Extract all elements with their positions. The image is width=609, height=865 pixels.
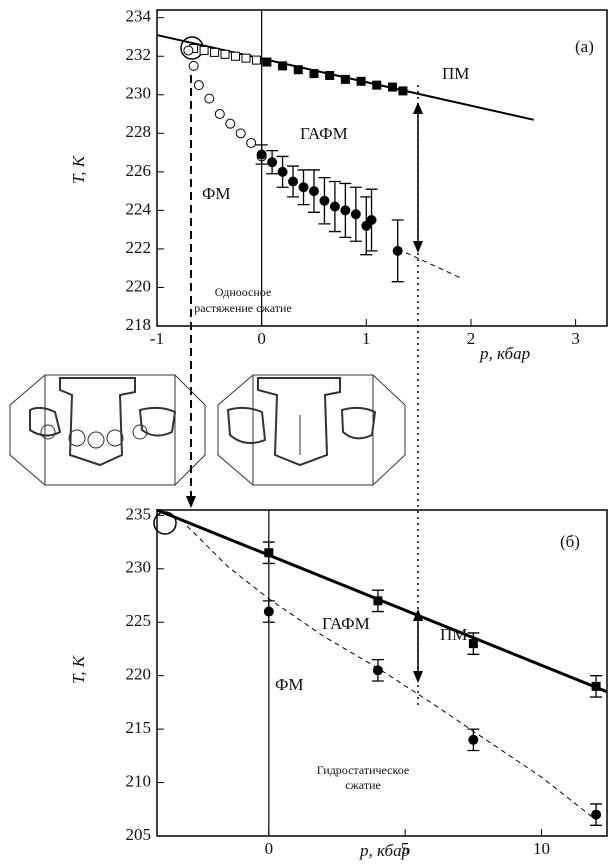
y-tick-label: 218	[126, 315, 152, 334]
point	[298, 182, 309, 193]
point	[293, 65, 303, 75]
annotation: ПМ	[440, 625, 467, 644]
y-tick-label: 230	[126, 84, 152, 103]
point	[225, 118, 236, 129]
x-tick-label: 1	[362, 329, 371, 348]
point	[262, 57, 272, 67]
plot-frame	[156, 9, 608, 327]
arrow-head	[186, 496, 196, 508]
point	[356, 76, 366, 86]
annotation: сжатие	[345, 778, 381, 792]
panel-label: (б)	[560, 532, 580, 551]
crystal-right	[217, 374, 406, 486]
x-tick-label: 2	[467, 329, 476, 348]
point	[214, 109, 225, 120]
point	[387, 82, 397, 92]
annotation: ФМ	[202, 184, 231, 203]
y-axis-label: T, К	[69, 154, 88, 184]
point	[251, 55, 261, 65]
point	[193, 80, 204, 91]
y-tick-label: 205	[126, 825, 152, 844]
point	[241, 53, 251, 63]
point	[210, 47, 220, 57]
point	[183, 45, 194, 56]
fit-line	[186, 525, 597, 821]
point	[373, 596, 383, 606]
x-tick-label: 3	[571, 329, 580, 348]
point	[398, 86, 408, 96]
y-tick-label: 235	[126, 504, 152, 523]
x-axis-label: p, кбар	[359, 841, 410, 860]
point	[277, 166, 288, 177]
annotation: ГАФМ	[322, 614, 370, 633]
y-axis-label: T, К	[69, 654, 88, 684]
y-tick-label: 222	[126, 238, 152, 257]
crystal-left	[9, 374, 206, 486]
point	[329, 201, 340, 212]
point	[372, 80, 382, 90]
point	[340, 74, 350, 84]
fit-line	[397, 248, 461, 279]
annotation: ГАФМ	[300, 124, 348, 143]
panel-label: (а)	[575, 37, 594, 56]
point	[372, 665, 383, 676]
point	[309, 69, 319, 79]
y-tick-label: 230	[126, 558, 152, 577]
point	[188, 60, 199, 71]
point	[468, 639, 478, 649]
point	[392, 245, 403, 256]
point	[350, 209, 361, 220]
point	[264, 548, 274, 558]
point	[235, 128, 246, 139]
plot-frame	[156, 509, 608, 837]
point	[246, 137, 257, 148]
point	[288, 176, 299, 187]
point	[308, 186, 319, 197]
annotation: ПМ	[442, 64, 469, 83]
x-tick-label: -1	[150, 329, 164, 348]
y-tick-label: 226	[126, 161, 152, 180]
x-tick-label: 0	[265, 839, 274, 858]
point	[325, 71, 335, 81]
point	[256, 149, 267, 160]
point	[319, 195, 330, 206]
x-tick-label: 0	[257, 329, 266, 348]
point	[468, 734, 479, 745]
point	[340, 205, 351, 216]
y-tick-label: 220	[126, 276, 152, 295]
annotation: ФМ	[275, 675, 304, 694]
point	[591, 809, 602, 820]
point	[230, 51, 240, 61]
y-tick-label: 234	[126, 7, 152, 26]
x-axis-label: p, кбар	[479, 344, 530, 363]
point	[267, 157, 278, 168]
y-tick-label: 225	[126, 611, 152, 630]
y-tick-label: 215	[126, 718, 152, 737]
annotation: растяжение сжатие	[194, 301, 292, 315]
point	[278, 61, 288, 71]
point	[263, 606, 274, 617]
point	[220, 49, 230, 59]
point	[591, 681, 601, 691]
y-tick-label: 228	[126, 122, 152, 141]
x-tick-label: 5	[401, 839, 410, 858]
y-tick-label: 232	[126, 45, 152, 64]
y-tick-label: 210	[126, 771, 152, 790]
y-tick-label: 224	[126, 199, 152, 218]
annotation: Гидростатическое	[317, 763, 409, 777]
x-tick-label: 10	[533, 839, 550, 858]
point	[204, 93, 215, 104]
annotation: Одноосное	[215, 285, 272, 299]
point	[366, 215, 377, 226]
point	[199, 45, 209, 55]
y-tick-label: 220	[126, 665, 152, 684]
